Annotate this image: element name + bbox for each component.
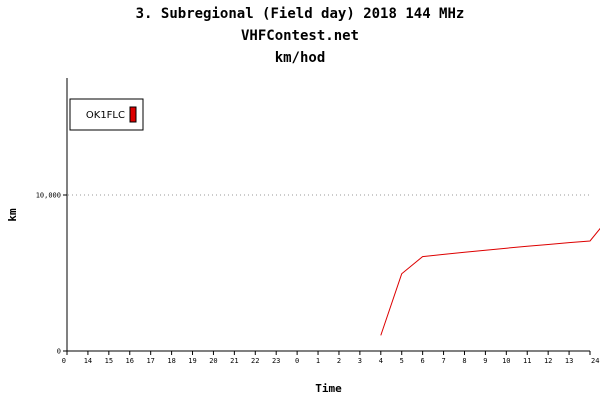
legend-label-ok1flc: OK1FLC	[86, 110, 125, 121]
y-axis-ticks: 0 10,000	[36, 192, 67, 356]
y-tick-label: 0	[57, 348, 61, 356]
x-tick-label: 3	[358, 357, 362, 365]
x-tick-label: 16	[126, 357, 134, 365]
y-tick-label: 10,000	[36, 192, 61, 200]
x-tick-label: 17	[146, 357, 154, 365]
x-tick-label: 15	[105, 357, 113, 365]
chart-unit-title: km/hod	[274, 50, 326, 66]
x-tick-label: 21	[230, 357, 238, 365]
x-axis-ticks: 0 14 15 16 17 18 19 20 21 22 23 0 1 2 3 4 5 6 7 8 9 10 11 12 13 2…	[62, 351, 599, 365]
x-tick-label: 10	[502, 357, 510, 365]
chart-title: 3. Subregional (Field day) 2018 144 MHz	[135, 6, 465, 22]
series-line-ok1flc	[380, 227, 600, 336]
series-layer	[380, 227, 600, 336]
x-tick-label: 4	[379, 357, 383, 365]
legend: OK1FLC	[69, 98, 144, 131]
x-axis-title: Time	[315, 382, 342, 395]
x-tick-label: 6	[421, 357, 425, 365]
x-tick-label: 24	[591, 357, 599, 365]
x-tick-label: 2	[337, 357, 341, 365]
x-tick-label: 13	[565, 357, 573, 365]
x-tick-label: 14	[84, 357, 92, 365]
x-tick-label: 0	[62, 357, 66, 365]
x-tick-label: 0	[295, 357, 299, 365]
x-tick-label: 18	[167, 357, 175, 365]
x-tick-label: 9	[483, 357, 487, 365]
y-axis-title: km	[6, 208, 19, 222]
axis-layer	[66, 78, 590, 352]
x-tick-label: 5	[400, 357, 404, 365]
x-tick-label: 23	[272, 357, 280, 365]
chart-subtitle: VHFContest.net	[240, 28, 359, 44]
x-tick-label: 20	[209, 357, 217, 365]
x-tick-label: 12	[544, 357, 552, 365]
x-tick-label: 7	[441, 357, 445, 365]
x-tick-label: 1	[316, 357, 320, 365]
x-tick-label: 8	[462, 357, 466, 365]
x-tick-label: 22	[251, 357, 259, 365]
x-tick-label: 19	[188, 357, 196, 365]
x-tick-label: 11	[523, 357, 531, 365]
legend-swatch-ok1flc	[129, 106, 137, 123]
